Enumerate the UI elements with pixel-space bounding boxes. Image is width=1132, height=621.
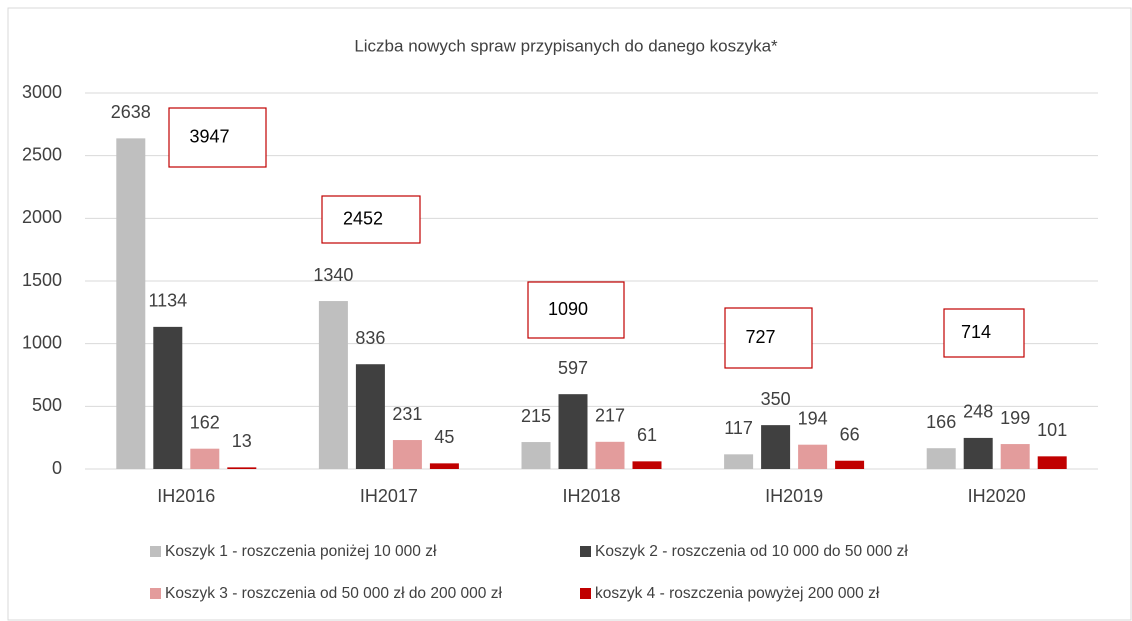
x-tick-label: IH2020: [968, 486, 1026, 506]
bar: [926, 448, 956, 469]
y-tick-label: 1000: [22, 332, 62, 352]
bar: [595, 441, 625, 469]
total-box: [943, 308, 1025, 358]
x-tick-label: IH2016: [157, 486, 215, 506]
chart-title: Liczba nowych spraw przypisanych do dane…: [354, 36, 778, 55]
x-tick-label: IH2018: [562, 486, 620, 506]
data-label: 101: [1037, 420, 1067, 440]
bar: [190, 448, 220, 469]
bar: [798, 444, 828, 469]
legend-label: Koszyk 3 - roszczenia od 50 000 zł do 20…: [165, 585, 502, 602]
legend-label: koszyk 4 - roszczenia powyżej 200 000 zł: [595, 585, 880, 602]
bar: [963, 437, 993, 469]
legend-swatch: [580, 546, 591, 557]
bar: [761, 425, 791, 469]
data-label: 61: [637, 425, 657, 445]
bar: [1037, 456, 1067, 469]
data-label: 117: [724, 418, 753, 438]
y-tick-label: 1500: [22, 270, 62, 290]
bar: [835, 460, 865, 469]
data-label: 1340: [313, 265, 353, 285]
legend-swatch: [580, 588, 591, 599]
data-label: 66: [840, 424, 860, 444]
y-tick-label: 0: [52, 458, 62, 478]
bar: [521, 442, 551, 469]
bar: [153, 326, 183, 469]
bar: [318, 301, 348, 469]
data-label: 199: [1000, 408, 1030, 428]
data-label: 1134: [148, 291, 187, 311]
data-label: 248: [963, 402, 993, 422]
total-label: 714: [961, 322, 991, 342]
legend-label: Koszyk 1 - roszczenia poniżej 10 000 zł: [165, 543, 437, 560]
total-label: 3947: [189, 126, 229, 146]
chart-frame: [7, 7, 1132, 621]
total-label: 727: [745, 327, 775, 347]
bar: [632, 461, 662, 469]
bar: [355, 364, 385, 469]
data-label: 45: [434, 427, 454, 447]
x-tick-label: IH2017: [360, 486, 418, 506]
y-tick-label: 2500: [22, 144, 62, 164]
bar: [724, 454, 754, 469]
legend-label: Koszyk 2 - roszczenia od 10 000 do 50 00…: [595, 543, 908, 560]
data-label: 166: [926, 412, 956, 432]
total-label: 2452: [343, 208, 383, 228]
data-label: 597: [558, 358, 588, 378]
total-label: 1090: [548, 299, 588, 319]
data-label: 217: [595, 406, 625, 426]
legend-swatch: [150, 546, 161, 557]
data-label: 350: [761, 389, 791, 409]
bar: [227, 467, 257, 469]
data-label: 2638: [111, 102, 151, 122]
x-tick-label: IH2019: [765, 486, 823, 506]
bar: [1000, 444, 1030, 469]
total-box: [321, 195, 421, 244]
y-tick-label: 500: [32, 395, 62, 415]
data-label: 231: [392, 404, 422, 424]
bar: [116, 138, 146, 469]
bar: [558, 394, 588, 469]
data-label: 13: [232, 431, 252, 451]
data-label: 836: [355, 328, 385, 348]
y-tick-label: 3000: [22, 82, 62, 102]
legend-swatch: [150, 588, 161, 599]
data-label: 162: [190, 412, 220, 432]
y-tick-label: 2000: [22, 207, 62, 227]
total-box: [724, 307, 813, 369]
bar: [429, 463, 459, 469]
total-box: [168, 107, 267, 168]
bar: [392, 440, 422, 469]
data-label: 194: [798, 408, 828, 428]
data-label: 215: [521, 406, 551, 426]
total-box: [527, 281, 625, 339]
